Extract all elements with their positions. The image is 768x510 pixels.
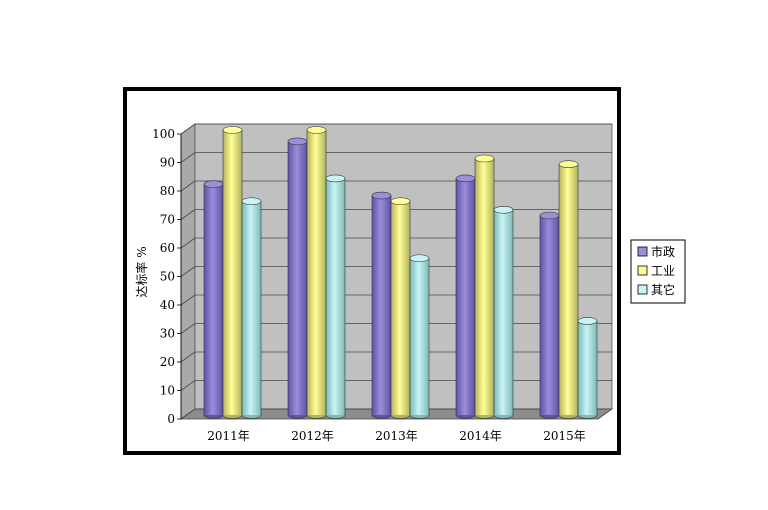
x-tick-labels: 2011年 2012年 2013年 2014年 2015年 [207,429,586,443]
bar-市政-2014年 [455,174,476,419]
y-tick-label: 90 [160,156,175,170]
y-tick-labels: 0 10 20 30 40 50 60 70 80 90 100 [152,127,175,426]
y-tick-label: 60 [160,241,175,255]
bar-市政-2013年 [371,191,392,419]
gridline-side [180,123,196,135]
gridline-side [180,180,196,192]
legend-label: 市政 [651,244,675,259]
bar-工业-2011年 [222,126,243,419]
gridline-side [180,408,196,420]
legend-swatch [637,284,648,295]
gridline-side [180,323,196,334]
gridline-side [180,380,196,391]
y-tick-label: 100 [152,127,175,141]
bar-工业-2013年 [390,197,411,419]
bar-工业-2012年 [306,126,327,419]
bar-其它-2015年 [577,317,598,419]
bar-其它-2013年 [409,254,430,419]
y-tick-label: 70 [160,213,175,227]
bars [203,126,598,419]
bar-工业-2014年 [474,154,495,419]
x-tick-label: 2012年 [291,429,334,443]
gridline-side [180,294,196,306]
bar-工业-2015年 [558,160,579,419]
gridline-side [180,237,196,249]
x-tick-label: 2014年 [459,429,502,443]
bar-其它-2011年 [241,197,262,419]
bar-市政-2012年 [287,137,308,419]
y-tick-label: 10 [160,384,175,398]
legend-swatch [637,246,648,257]
y-axis-label: 达标率 % [134,246,149,297]
bar-市政-2011年 [203,180,224,419]
gridline-side [180,209,196,220]
y-tick-label: 50 [160,270,175,284]
y-tick-label: 30 [160,327,175,341]
bar-其它-2012年 [325,174,346,419]
legend-label: 其它 [651,282,675,297]
gridline-side [180,152,196,163]
bar-市政-2015年 [539,211,560,419]
y-tick-label: 0 [167,412,175,426]
y-tick-label: 20 [160,355,175,369]
x-tick-label: 2011年 [207,429,250,443]
x-tick-label: 2015年 [543,429,586,443]
y-tick-label: 80 [160,184,175,198]
legend-swatch [637,265,648,276]
bar-其它-2014年 [493,206,514,419]
x-tick-label: 2013年 [375,429,418,443]
y-tick-label: 40 [160,298,175,312]
gridline-side [180,351,196,363]
gridline-side [180,266,196,277]
legend-label: 工业 [651,264,675,278]
